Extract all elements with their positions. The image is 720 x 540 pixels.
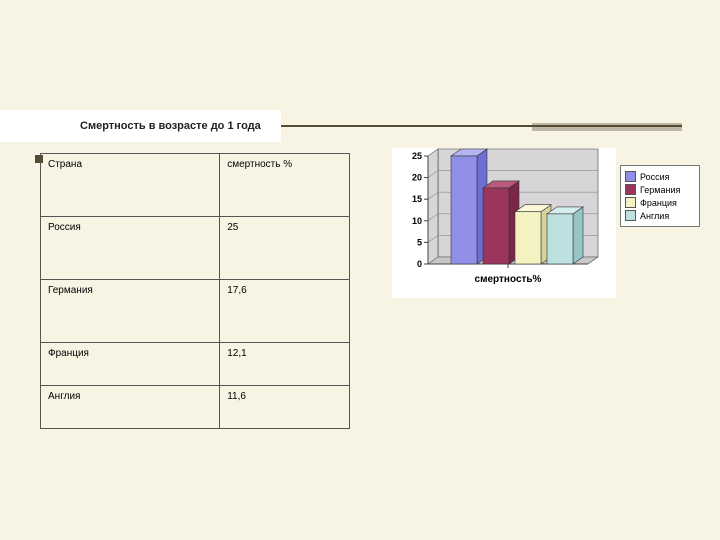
cell-value: 17,6 [220, 280, 350, 343]
legend-item: Россия [625, 171, 695, 182]
svg-text:смертность%: смертность% [475, 274, 542, 285]
svg-text:0: 0 [417, 259, 422, 269]
bullet-icon [35, 155, 43, 163]
svg-text:5: 5 [417, 237, 422, 247]
legend-swatch-icon [625, 184, 636, 195]
cell-country: Англия [41, 386, 220, 429]
slide-title: Смертность в возрасте до 1 года [0, 110, 281, 142]
table-row: Англия 11,6 [41, 386, 350, 429]
legend-item: Англия [625, 210, 695, 221]
title-rule [275, 121, 720, 131]
title-bar: Смертность в возрасте до 1 года [0, 110, 720, 142]
legend-item: Франция [625, 197, 695, 208]
header-country: Страна [41, 154, 220, 217]
table-row: Германия 17,6 [41, 280, 350, 343]
data-table: Страна смертность % Россия 25 Германия 1… [40, 153, 350, 429]
cell-value: 12,1 [220, 343, 350, 386]
svg-text:15: 15 [412, 194, 422, 204]
slide: Смертность в возрасте до 1 года Страна с… [0, 0, 720, 540]
legend-label: Англия [640, 211, 669, 221]
legend-item: Германия [625, 184, 695, 195]
legend-swatch-icon [625, 197, 636, 208]
svg-text:10: 10 [412, 216, 422, 226]
legend-swatch-icon [625, 210, 636, 221]
chart-svg: 0 5 10 15 20 25 смертность% [392, 148, 616, 298]
legend-label: Германия [640, 185, 680, 195]
table-row: Россия 25 [41, 217, 350, 280]
legend-swatch-icon [625, 171, 636, 182]
cell-value: 11,6 [220, 386, 350, 429]
cell-value: 25 [220, 217, 350, 280]
svg-text:20: 20 [412, 173, 422, 183]
legend-label: Франция [640, 198, 677, 208]
cell-country: Россия [41, 217, 220, 280]
legend-label: Россия [640, 172, 670, 182]
table-header-row: Страна смертность % [41, 154, 350, 217]
cell-country: Франция [41, 343, 220, 386]
table-row: Франция 12,1 [41, 343, 350, 386]
chart-legend: Россия Германия Франция Англия [620, 165, 700, 227]
header-value: смертность % [220, 154, 350, 217]
cell-country: Германия [41, 280, 220, 343]
svg-text:25: 25 [412, 151, 422, 161]
